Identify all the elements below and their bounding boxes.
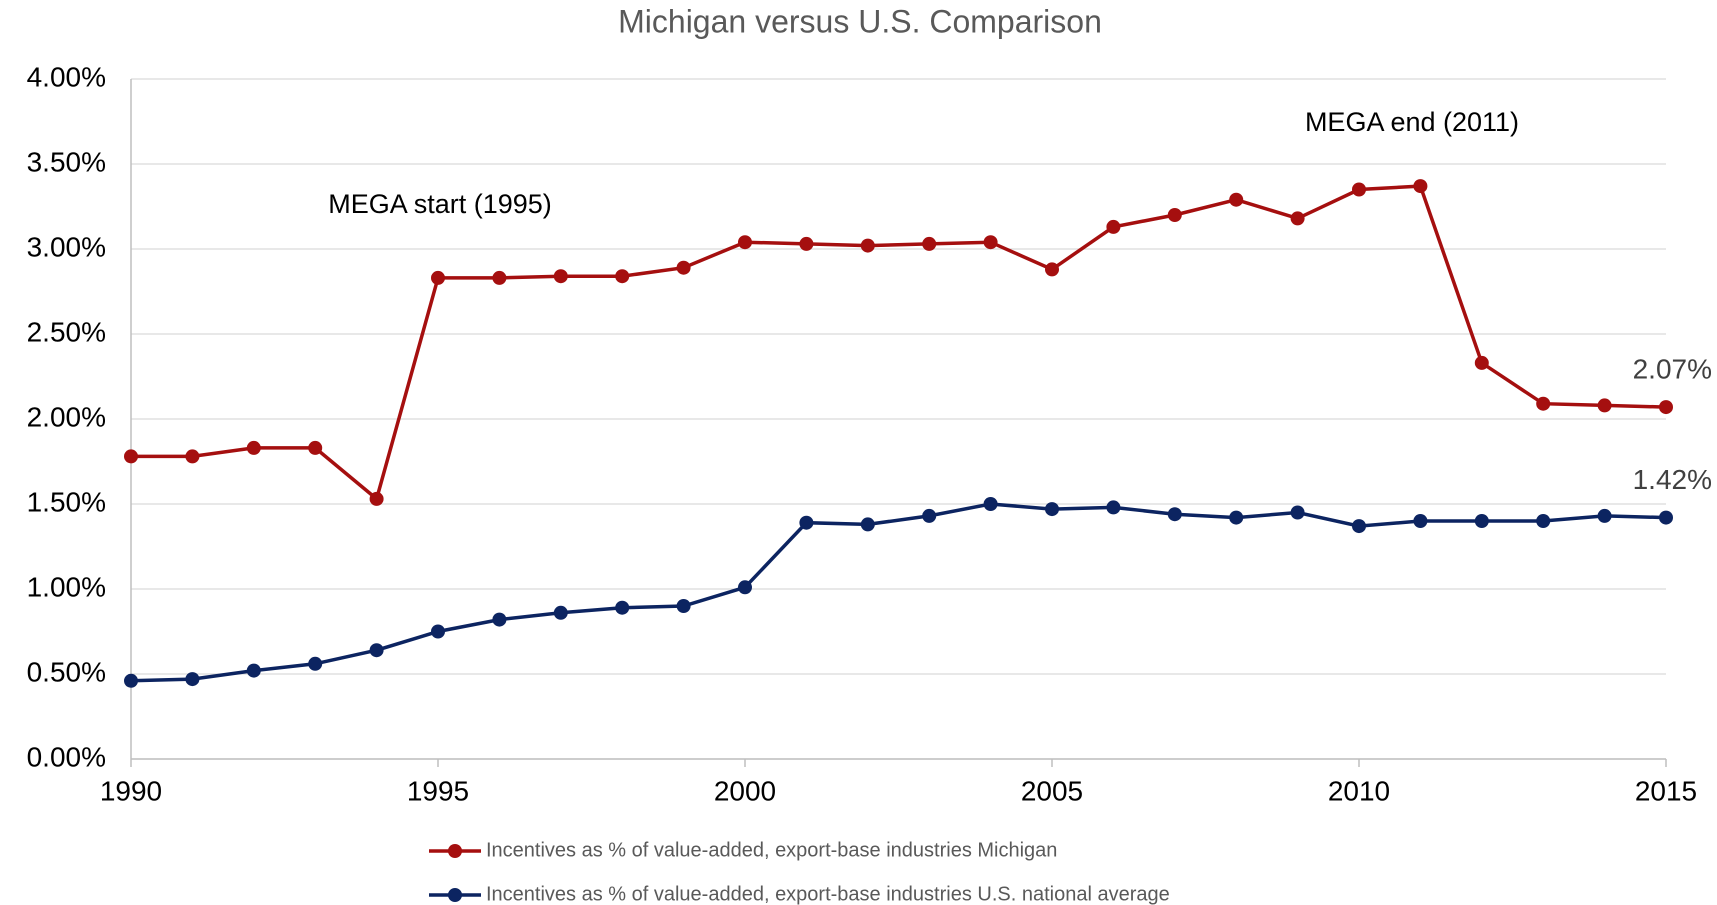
point: [1290, 505, 1305, 520]
point: [431, 270, 445, 285]
point: [1413, 179, 1428, 194]
point: [246, 440, 261, 455]
annotation: MEGA end (2011): [1305, 107, 1519, 137]
point: [922, 508, 937, 523]
point: [1352, 519, 1366, 534]
point: [369, 643, 384, 658]
point: [983, 235, 998, 250]
y-tick-label: 1.00%: [27, 571, 106, 602]
point: [1229, 510, 1244, 525]
y-tick-label: 3.50%: [27, 146, 106, 177]
y-tick-label: 1.50%: [27, 486, 106, 517]
point: [369, 491, 384, 506]
chart-title: Michigan versus U.S. Comparison: [618, 3, 1102, 39]
point: [738, 235, 752, 250]
point: [1167, 208, 1182, 222]
y-tick-label: 4.00%: [27, 61, 106, 92]
point: [1352, 182, 1366, 197]
point: [185, 449, 200, 464]
point: [1229, 192, 1244, 207]
point: [308, 656, 323, 671]
point: [1659, 400, 1673, 415]
point: [124, 673, 138, 688]
point: [1536, 396, 1551, 411]
point: [738, 580, 752, 595]
point: [1597, 398, 1612, 413]
point: [1167, 507, 1182, 522]
point: [492, 612, 507, 627]
point: [1474, 514, 1489, 528]
y-tick-label: 0.50%: [27, 656, 106, 687]
annotation: MEGA start (1995): [328, 189, 552, 219]
value-label: 1.42%: [1633, 464, 1712, 495]
x-tick-label: 1990: [100, 775, 162, 806]
point: [1106, 219, 1121, 234]
point: [431, 624, 445, 639]
x-tick-label: 2015: [1635, 775, 1697, 806]
legend-marker: [448, 844, 462, 858]
x-tick-label: 2000: [714, 775, 776, 806]
point: [553, 269, 568, 284]
point: [553, 605, 568, 620]
x-tick-label: 1995: [407, 775, 469, 806]
x-tick-label: 2010: [1328, 775, 1390, 806]
y-tick-label: 2.50%: [27, 316, 106, 347]
point: [1474, 355, 1489, 370]
point: [1290, 211, 1305, 226]
point: [1536, 514, 1551, 528]
point: [860, 517, 875, 532]
point: [246, 663, 261, 678]
point: [676, 599, 691, 613]
point: [1106, 500, 1121, 515]
point: [860, 238, 875, 253]
legend-label: Incentives as % of value-added, export-b…: [486, 883, 1170, 905]
y-tick-label: 0.00%: [27, 741, 106, 772]
legend-marker: [448, 888, 462, 902]
series-line: [131, 184, 1667, 502]
point: [124, 449, 138, 464]
point: [615, 269, 630, 284]
point: [983, 497, 998, 511]
point: [492, 270, 507, 285]
point: [799, 515, 814, 530]
point: [615, 600, 630, 615]
point: [922, 236, 937, 251]
point: [185, 672, 200, 687]
point: [1659, 510, 1673, 525]
y-tick-label: 2.00%: [27, 401, 106, 432]
series-line: [130, 502, 1667, 683]
point: [799, 236, 814, 251]
x-tick-label: 2005: [1021, 775, 1083, 806]
point: [308, 440, 323, 455]
y-tick-label: 3.00%: [27, 231, 106, 262]
point: [1045, 502, 1059, 517]
point: [1597, 508, 1612, 523]
legend-label: Incentives as % of value-added, export-b…: [486, 839, 1057, 861]
value-label: 2.07%: [1633, 353, 1712, 384]
point: [1413, 514, 1428, 528]
point: [1045, 262, 1059, 277]
point: [676, 260, 691, 275]
